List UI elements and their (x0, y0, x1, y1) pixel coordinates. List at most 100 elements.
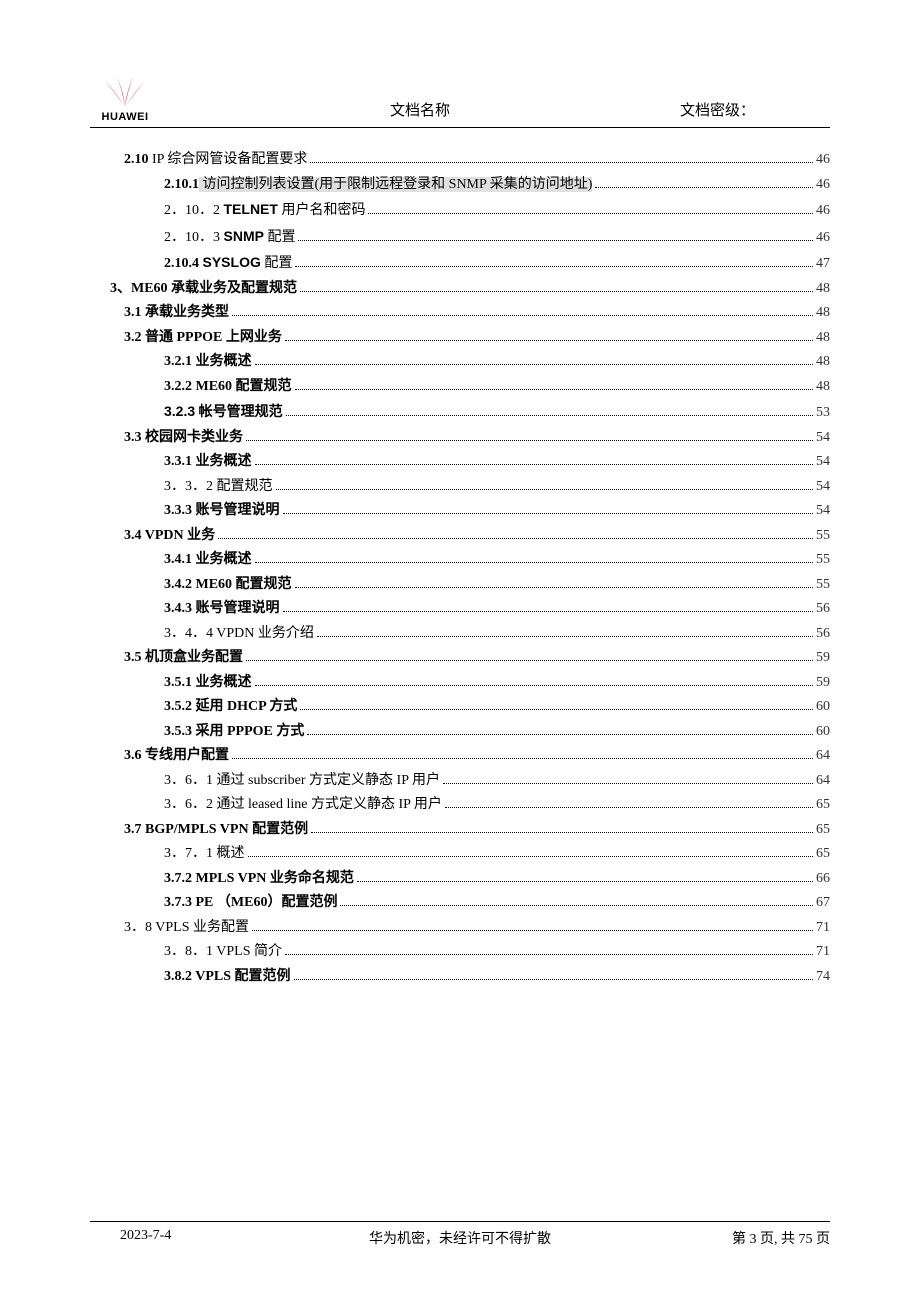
toc-leader-dots (595, 187, 813, 188)
toc-entry[interactable]: 2．10．3 SNMP 配置46 (110, 224, 830, 251)
toc-label: 3．4．4 VPDN 业务介绍 (164, 622, 314, 647)
toc-leader-dots (340, 905, 813, 906)
toc-label: 3.2.1 业务概述 (164, 350, 252, 375)
toc-label: 3.3.1 业务概述 (164, 450, 252, 475)
toc-entry[interactable]: 3．7．1 概述65 (110, 842, 830, 867)
toc-label: 3．6．1 通过 subscriber 方式定义静态 IP 用户 (164, 769, 440, 794)
toc-page-number: 55 (816, 524, 830, 549)
toc-page-number: 48 (816, 277, 830, 302)
toc-label: 3.4.2 ME60 配置规范 (164, 573, 292, 598)
toc-entry[interactable]: 2.10.4 SYSLOG 配置47 (110, 250, 830, 277)
toc-page-number: 55 (816, 548, 830, 573)
document-page: HUAWEI 文档名称 文档密级： 2.10 IP 综合网管设备配置要求462.… (0, 0, 920, 1302)
toc-leader-dots (300, 291, 813, 292)
toc-entry[interactable]: 3.5.2 延用 DHCP 方式60 (110, 695, 830, 720)
toc-entry[interactable]: 3.4.3 账号管理说明56 (110, 597, 830, 622)
toc-entry[interactable]: 3.6 专线用户配置 64 (110, 744, 830, 769)
toc-label: 3.8.2 VPLS 配置范例 (164, 965, 291, 990)
toc-entry[interactable]: 3.7.2 MPLS VPN 业务命名规范66 (110, 867, 830, 892)
toc-label: 3.2.3 帐号管理规范 (164, 399, 283, 426)
toc-page-number: 59 (816, 671, 830, 696)
footer-page-prefix: 第 (732, 1232, 750, 1247)
toc-page-number: 53 (816, 401, 830, 426)
table-of-contents: 2.10 IP 综合网管设备配置要求462.10.1 访问控制列表设置(用于限制… (90, 148, 830, 989)
page-footer: 2023-7-4 华为机密，未经许可不得扩散 第 3 页, 共 75 页 (90, 1221, 830, 1248)
toc-entry[interactable]: 3.2.1 业务概述 48 (110, 350, 830, 375)
toc-label: 2．10．2 TELNET 用户名和密码 (164, 197, 365, 224)
toc-leader-dots (283, 513, 814, 514)
toc-entry[interactable]: 3.3 校园网卡类业务54 (110, 426, 830, 451)
toc-label: 3.5.2 延用 DHCP 方式 (164, 695, 297, 720)
footer-date: 2023-7-4 (90, 1228, 334, 1248)
huawei-logo-icon (97, 70, 153, 110)
toc-leader-dots (285, 340, 813, 341)
toc-page-number: 54 (816, 450, 830, 475)
toc-label: 3.7.3 PE （ME60）配置范例 (164, 891, 337, 916)
toc-label: 3.1 承载业务类型 (124, 301, 229, 326)
footer-page-number: 第 3 页, 共 75 页 (586, 1228, 830, 1248)
header-title: 文档名称 (160, 99, 680, 123)
toc-page-number: 48 (816, 375, 830, 400)
toc-entry[interactable]: 3、ME60 承载业务及配置规范48 (110, 277, 830, 302)
toc-page-number: 48 (816, 350, 830, 375)
toc-page-number: 65 (816, 818, 830, 843)
toc-leader-dots (295, 587, 813, 588)
toc-leader-dots (276, 489, 814, 490)
toc-entry[interactable]: 3.4 VPDN 业务 55 (110, 524, 830, 549)
toc-page-number: 65 (816, 793, 830, 818)
toc-label: 3．7．1 概述 (164, 842, 245, 867)
toc-entry[interactable]: 2.10.1 访问控制列表设置(用于限制远程登录和 SNMP 采集的访问地址)4… (110, 173, 830, 198)
toc-label: 2.10 IP 综合网管设备配置要求 (124, 148, 307, 173)
toc-leader-dots (317, 636, 813, 637)
toc-page-number: 54 (816, 499, 830, 524)
toc-page-number: 59 (816, 646, 830, 671)
toc-leader-dots (368, 213, 813, 214)
toc-page-number: 56 (816, 622, 830, 647)
toc-page-number: 66 (816, 867, 830, 892)
toc-entry[interactable]: 3.2.2 ME60 配置规范48 (110, 375, 830, 400)
toc-entry[interactable]: 3.4.1 业务概述55 (110, 548, 830, 573)
toc-label: 3.5.3 采用 PPPOE 方式 (164, 720, 304, 745)
toc-entry[interactable]: 3.3.3 账号管理说明54 (110, 499, 830, 524)
toc-page-number: 54 (816, 426, 830, 451)
toc-entry[interactable]: 3.7 BGP/MPLS VPN 配置范例65 (110, 818, 830, 843)
toc-page-number: 48 (816, 301, 830, 326)
toc-entry[interactable]: 3．3．2 配置规范54 (110, 475, 830, 500)
toc-label: 3．8 VPLS 业务配置 (124, 916, 249, 941)
toc-entry[interactable]: 2．10．2 TELNET 用户名和密码46 (110, 197, 830, 224)
toc-leader-dots (286, 415, 813, 416)
toc-entry[interactable]: 3．8．1 VPLS 简介71 (110, 940, 830, 965)
toc-label: 2.10.1 访问控制列表设置(用于限制远程登录和 SNMP 采集的访问地址) (164, 173, 592, 198)
toc-page-number: 46 (816, 148, 830, 173)
toc-entry[interactable]: 3.8.2 VPLS 配置范例 74 (110, 965, 830, 990)
toc-page-number: 74 (816, 965, 830, 990)
toc-entry[interactable]: 3.4.2 ME60 配置规范55 (110, 573, 830, 598)
toc-entry[interactable]: 3.3.1 业务概述 54 (110, 450, 830, 475)
toc-leader-dots (295, 389, 813, 390)
toc-leader-dots (232, 758, 813, 759)
toc-label: 3.6 专线用户配置 (124, 744, 229, 769)
toc-label: 3.4 VPDN 业务 (124, 524, 215, 549)
toc-entry[interactable]: 3.2.3 帐号管理规范 53 (110, 399, 830, 426)
toc-entry[interactable]: 3．8 VPLS 业务配置71 (110, 916, 830, 941)
toc-entry[interactable]: 3.5.1 业务概述59 (110, 671, 830, 696)
toc-entry[interactable]: 3．6．2 通过 leased line 方式定义静态 IP 用户65 (110, 793, 830, 818)
footer-page-mid: 页, 共 (756, 1232, 798, 1247)
toc-entry[interactable]: 3.5 机顶盒业务配置 59 (110, 646, 830, 671)
toc-leader-dots (218, 538, 813, 539)
toc-label: 3.5 机顶盒业务配置 (124, 646, 243, 671)
toc-entry[interactable]: 3.7.3 PE （ME60）配置范例67 (110, 891, 830, 916)
toc-leader-dots (283, 611, 814, 612)
toc-page-number: 47 (816, 252, 830, 277)
toc-entry[interactable]: 3．6．1 通过 subscriber 方式定义静态 IP 用户64 (110, 769, 830, 794)
logo-text: HUAWEI (102, 111, 149, 123)
toc-entry[interactable]: 2.10 IP 综合网管设备配置要求 46 (110, 148, 830, 173)
toc-entry[interactable]: 3.1 承载业务类型 48 (110, 301, 830, 326)
toc-entry[interactable]: 3.2 普通 PPPOE 上网业务48 (110, 326, 830, 351)
toc-leader-dots (255, 464, 814, 465)
toc-entry[interactable]: 3．4．4 VPDN 业务介绍 56 (110, 622, 830, 647)
toc-entry[interactable]: 3.5.3 采用 PPPOE 方式60 (110, 720, 830, 745)
toc-page-number: 64 (816, 744, 830, 769)
toc-leader-dots (246, 440, 813, 441)
footer-page-total: 75 (798, 1232, 812, 1247)
